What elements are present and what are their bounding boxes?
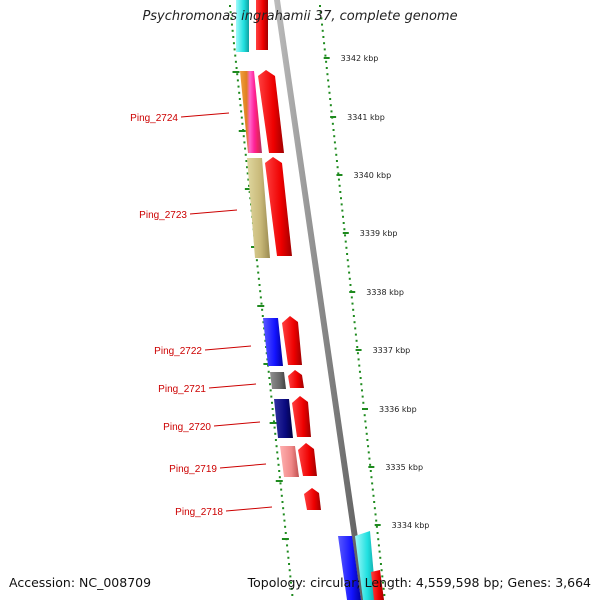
gene-label-ping-2722: Ping_2722 [154, 346, 202, 357]
leader-ping-2721 [208, 383, 257, 389]
feature-cyan-bottom [355, 531, 376, 600]
leader-ping-2722 [204, 345, 252, 351]
feature-ping-2721-right [288, 370, 304, 388]
map-title: Psychromonas ingrahamii 37, complete gen… [142, 9, 458, 24]
genome-backbone [274, 0, 367, 600]
feature-ping-2720-left [274, 399, 293, 438]
scale-label: 3337 kbp [373, 346, 411, 355]
scale-label: 3335 kbp [385, 463, 423, 472]
feature-ping-2723-right [265, 157, 292, 256]
leader-ping-2719 [219, 463, 267, 469]
leader-ping-2724 [180, 112, 230, 118]
feature-ping-2723-left [247, 158, 270, 258]
scale-label: 3340 kbp [353, 171, 391, 180]
feature-ping-2724-left [240, 71, 262, 153]
feature-ping-2722-right [282, 316, 302, 365]
gene-label-ping-2724: Ping_2724 [130, 113, 178, 124]
scale-label: 3334 kbp [392, 521, 430, 530]
gene-label-ping-2723: Ping_2723 [139, 210, 187, 221]
gene-labels: Ping_2724 Ping_2723 Ping_2722 Ping_2721 … [130, 112, 273, 518]
leader-ping-2723 [189, 209, 238, 215]
feature-red-bottom-tip [371, 570, 384, 600]
scale-label: 3342 kbp [341, 54, 379, 63]
feature-ping-2719-right [298, 443, 317, 476]
feature-ping-2722-left [263, 318, 283, 366]
feature-red-top [256, 0, 268, 50]
genome-summary-text: Topology: circular; Length: 4,559,598 bp… [247, 575, 591, 590]
leader-ping-2718 [225, 506, 273, 512]
scale-label: 3338 kbp [366, 288, 404, 297]
scale-labels: 3342 kbp 3341 kbp 3340 kbp 3339 kbp 3338 kbp… [341, 54, 430, 530]
leader-ping-2720 [213, 421, 261, 427]
gene-label-ping-2721: Ping_2721 [158, 384, 206, 395]
feature-cyan-top [236, 0, 249, 52]
scale-label: 3336 kbp [379, 405, 417, 414]
gene-label-ping-2718: Ping_2718 [175, 507, 223, 518]
gene-label-ping-2719: Ping_2719 [169, 464, 217, 475]
gene-features [236, 0, 384, 600]
feature-ping-2719-left [280, 446, 299, 477]
scale-label: 3339 kbp [360, 229, 398, 238]
accession-text: Accession: NC_008709 [9, 575, 152, 590]
feature-blue-bottom [338, 536, 361, 600]
feature-ping-2720-right [292, 396, 311, 437]
scale-label: 3341 kbp [347, 113, 385, 122]
feature-ping-2718 [304, 488, 321, 510]
feature-ping-2721-left [270, 372, 286, 389]
gene-label-ping-2720: Ping_2720 [163, 422, 211, 433]
feature-ping-2724-right [258, 70, 284, 153]
